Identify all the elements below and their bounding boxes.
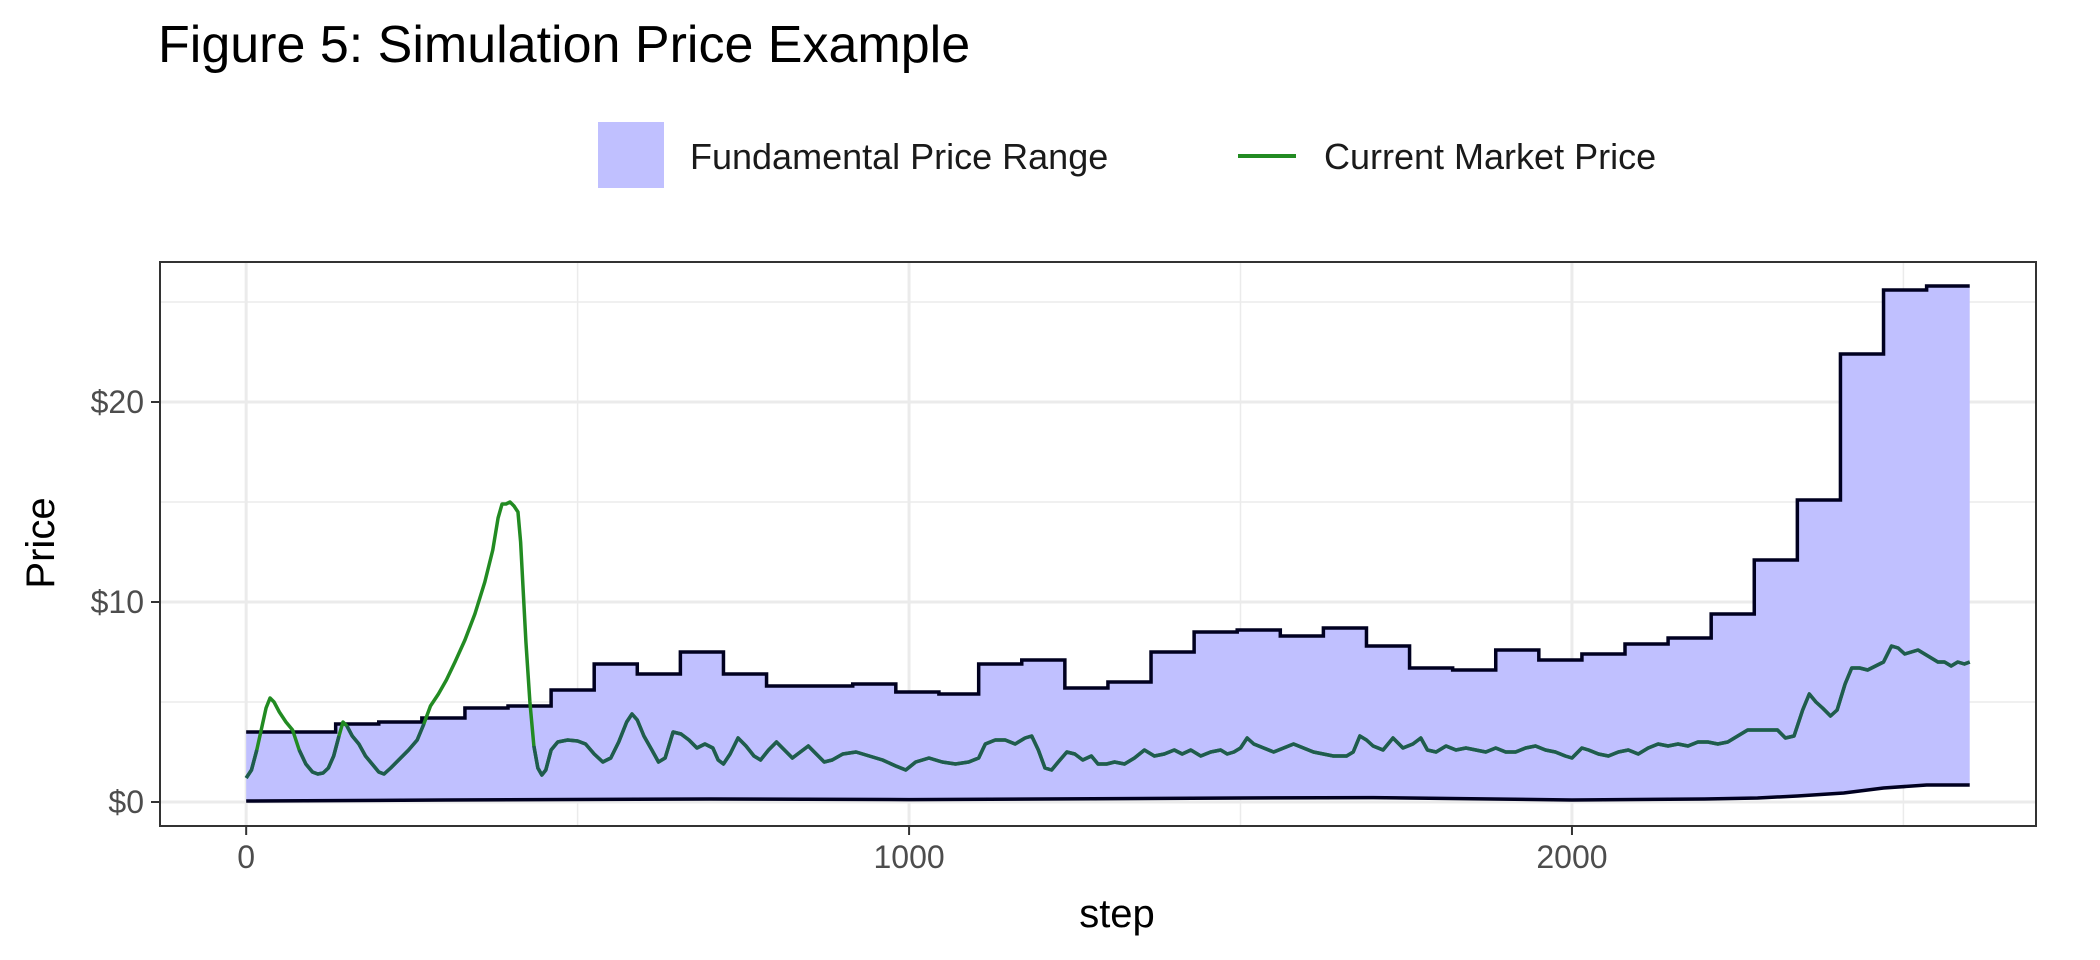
x-axis-title: step xyxy=(1079,892,1155,936)
y-tick-label: $20 xyxy=(91,384,144,420)
x-tick-label: 1000 xyxy=(873,839,944,875)
fundamental-upper-line xyxy=(246,284,1970,734)
fundamental-range-area xyxy=(246,286,1970,801)
legend-key-range xyxy=(598,122,664,188)
legend-label-range: Fundamental Price Range xyxy=(690,136,1108,177)
y-tick-label: $0 xyxy=(108,784,144,820)
y-tick-label: $10 xyxy=(91,584,144,620)
x-tick-label: 0 xyxy=(237,839,255,875)
y-axis-title: Price xyxy=(19,497,63,588)
market-price-line-inside-range xyxy=(244,644,1971,779)
legend: Fundamental Price Range Current Market P… xyxy=(598,122,1656,188)
x-axis: 0 1000 2000 xyxy=(237,826,1608,875)
plot-panel xyxy=(159,261,2037,827)
fundamental-lower-line xyxy=(246,783,1970,803)
y-axis: $0 $10 $20 xyxy=(91,384,160,820)
legend-label-price: Current Market Price xyxy=(1324,136,1656,177)
x-tick-label: 2000 xyxy=(1536,839,1607,875)
chart-title: Figure 5: Simulation Price Example xyxy=(158,16,970,74)
